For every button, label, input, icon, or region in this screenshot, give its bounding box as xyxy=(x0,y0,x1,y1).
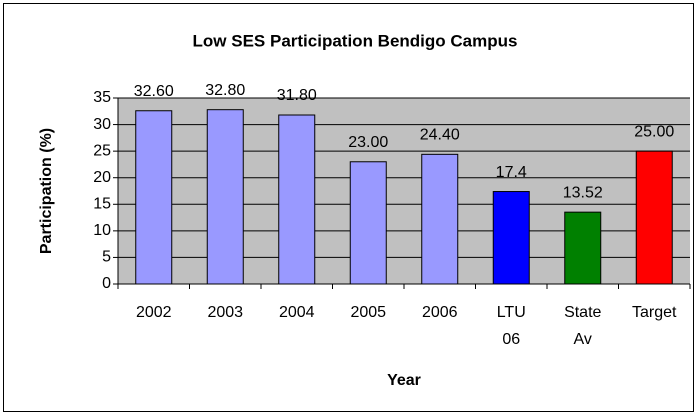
data-label: 13.52 xyxy=(563,184,603,201)
data-label: 32.80 xyxy=(205,82,245,99)
x-tick-label: 2004 xyxy=(279,304,315,321)
plot: 0 5 10 15 20 25 30 35 2002 32.60 2003 32.80 2004 31.8… xyxy=(93,82,691,348)
bar xyxy=(564,211,602,285)
y-tick-label: 30 xyxy=(93,116,111,133)
x-tick-label: 2002 xyxy=(136,304,172,321)
data-label: 23.00 xyxy=(348,134,388,151)
bar xyxy=(278,114,316,285)
data-label: 17.4 xyxy=(496,164,527,181)
y-tick-label: 5 xyxy=(102,249,111,266)
bar xyxy=(349,161,387,285)
bar xyxy=(635,150,673,285)
data-label: 24.40 xyxy=(420,127,460,144)
y-tick-label: 25 xyxy=(93,142,111,159)
chart-title: Low SES Participation Bendigo Campus xyxy=(193,31,518,50)
y-tick-label: 10 xyxy=(93,222,111,239)
x-axis-label: Year xyxy=(387,372,421,389)
y-axis-label: Participation (%) xyxy=(38,128,55,254)
x-tick-label: LTU 06 xyxy=(497,304,526,348)
x-tick-label: Target xyxy=(632,304,677,321)
x-tick-label: State Av xyxy=(564,304,601,348)
y-tick-label: 35 xyxy=(93,89,111,106)
x-tick-label: 2006 xyxy=(422,304,458,321)
bar xyxy=(135,110,173,285)
y-tick-label: 0 xyxy=(102,275,111,292)
data-label: 32.60 xyxy=(134,83,174,100)
data-label: 25.00 xyxy=(634,123,674,140)
y-tick-label: 20 xyxy=(93,169,111,186)
bar xyxy=(492,191,530,285)
y-tick-label: 15 xyxy=(93,196,111,213)
x-tick-label: 2003 xyxy=(207,304,243,321)
bar xyxy=(206,109,244,285)
data-label: 31.80 xyxy=(277,87,317,104)
plot-area xyxy=(118,98,690,284)
bar xyxy=(421,153,459,285)
x-tick-label: 2005 xyxy=(350,304,386,321)
